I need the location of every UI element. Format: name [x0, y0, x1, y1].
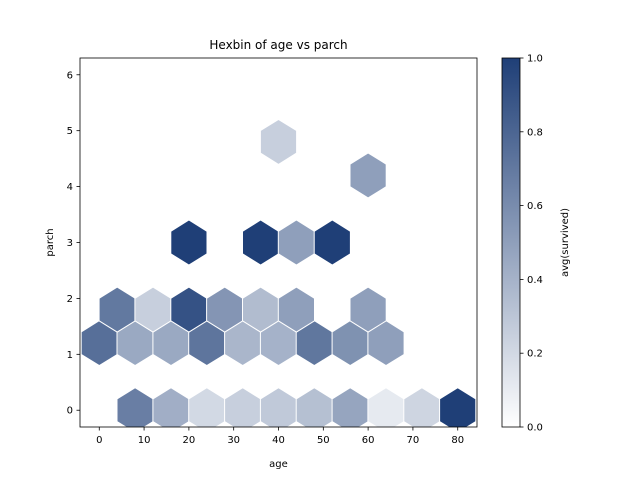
- y-tick-label: 1: [67, 350, 73, 361]
- x-tick-label: 20: [183, 435, 196, 446]
- hexbin-cell: [259, 118, 298, 165]
- hexbin-cell: [403, 387, 441, 427]
- hexbin-cell: [224, 387, 262, 427]
- colorbar: [501, 57, 521, 428]
- colorbar-label: avg(survived): [560, 208, 571, 277]
- y-tick-label: 0: [67, 406, 73, 417]
- y-tick-label: 4: [67, 182, 73, 193]
- y-tick-label: 3: [67, 238, 73, 249]
- hexbin-cell: [349, 286, 387, 333]
- x-tick-label: 30: [227, 435, 240, 446]
- x-tick-label: 10: [138, 435, 151, 446]
- colorbar-tick-label: 0.2: [527, 349, 543, 360]
- hexbin-cell: [367, 387, 405, 427]
- hexbin-cell: [277, 286, 315, 333]
- y-tick-label: 2: [67, 294, 73, 305]
- y-tick-label: 6: [67, 70, 73, 81]
- y-tick-label: 5: [67, 126, 73, 137]
- x-tick-label: 50: [317, 435, 330, 446]
- x-axis-label: age: [269, 459, 288, 470]
- hexbin-cell: [242, 219, 280, 266]
- colorbar-tick-label: 0.8: [527, 127, 543, 138]
- y-axis-label: parch: [45, 228, 56, 256]
- hexbin-cell: [439, 387, 477, 427]
- colorbar-tick-label: 0.4: [527, 275, 543, 286]
- hexbin-cell: [277, 219, 315, 266]
- hexbin-cell: [188, 387, 226, 427]
- hexbin-cell: [259, 387, 298, 427]
- hexbin-cell: [116, 387, 154, 427]
- colorbar-axis: 0.0 0.2 0.4 0.6 0.8 1.0: [520, 54, 543, 434]
- hexbin-cell: [331, 387, 369, 427]
- hexbin-cell: [349, 152, 387, 199]
- colorbar-tick-label: 1.0: [527, 54, 543, 65]
- hexbin-cell: [170, 219, 208, 266]
- hexbin-cells: [80, 118, 477, 427]
- hexbin-cell: [313, 219, 351, 266]
- colorbar-tick-label: 0.6: [527, 201, 543, 212]
- colorbar-tick-label: 0.0: [527, 423, 543, 434]
- x-tick-label: 0: [96, 435, 102, 446]
- x-tick-label: 70: [407, 435, 420, 446]
- hexbin-cell: [152, 387, 190, 427]
- chart-title: Hexbin of age vs parch: [209, 38, 347, 52]
- y-axis: 0 1 2 3 4 5 6: [67, 70, 80, 417]
- hexbin-cell: [295, 387, 333, 427]
- x-tick-label: 80: [451, 435, 464, 446]
- x-tick-label: 60: [362, 435, 375, 446]
- x-axis: 0 10 20 30 40 50 60 70 80: [96, 427, 464, 446]
- x-tick-label: 40: [272, 435, 285, 446]
